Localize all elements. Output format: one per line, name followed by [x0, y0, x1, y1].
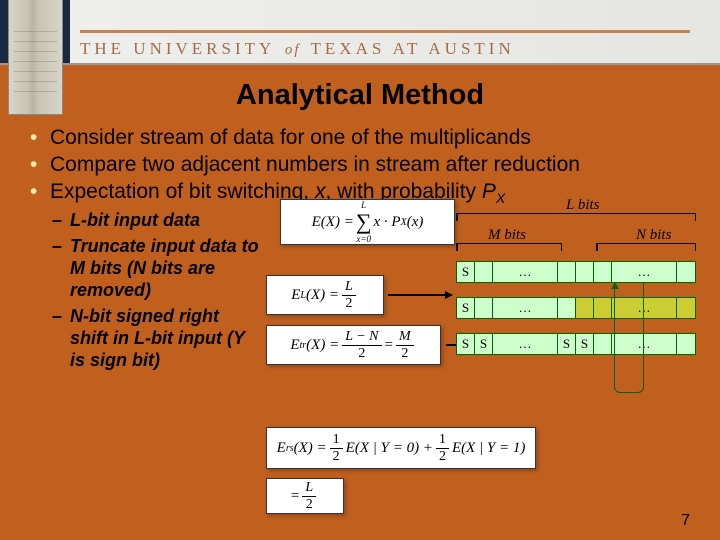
brace-l	[456, 213, 696, 223]
brace-m	[456, 243, 562, 253]
bullet-2: Compare two adjacent numbers in stream a…	[24, 153, 696, 178]
label-n-bits: N bits	[636, 227, 671, 244]
label-m-bits: M bits	[488, 227, 526, 244]
sub-bullet-list: L-bit input data Truncate input data to …	[50, 210, 260, 372]
uni-of: of	[285, 42, 301, 58]
bit-row-3: S S … S S …	[456, 333, 696, 355]
bit-row-2: S … …	[456, 297, 696, 319]
label-l-bits: L bits	[566, 197, 600, 214]
formula-ers-result: = L2	[266, 478, 344, 514]
slide-title: Analytical Method	[24, 79, 696, 112]
formula-el: EL(X) = L2	[266, 275, 384, 315]
uni-part1: THE UNIVERSITY	[80, 39, 275, 58]
university-name: THE UNIVERSITY of TEXAS AT AUSTIN	[80, 30, 690, 59]
formula-expectation: E(X) = ∑Lx=0 x · PX(x)	[280, 199, 455, 245]
uni-part2: TEXAS AT AUSTIN	[311, 39, 515, 58]
page-number: 7	[681, 512, 690, 530]
brace-n	[596, 243, 696, 253]
formula-ers: Ers(X) = 12 E(X | Y = 0) + 12 E(X | Y = …	[266, 427, 536, 469]
sigma-icon: ∑Lx=0	[356, 209, 372, 235]
slide-body: Analytical Method Consider stream of dat…	[0, 65, 720, 540]
bullet-1: Consider stream of data for one of the m…	[24, 126, 696, 151]
sub-3: N-bit signed right shift in L-bit input …	[50, 306, 260, 372]
bit-diagram: L bits M bits N bits S … … S … … S	[456, 197, 700, 397]
header: THE UNIVERSITY of TEXAS AT AUSTIN	[0, 0, 720, 65]
bit-row-1: S … …	[456, 261, 696, 283]
sub-1: L-bit input data	[50, 210, 260, 232]
sub-2: Truncate input data to M bits (N bits ar…	[50, 236, 260, 302]
formula-etr: Etr(X) = L − N2 = M2	[266, 325, 441, 365]
shift-connector	[614, 283, 644, 393]
ut-tower-icon	[8, 0, 63, 115]
arrow-el-to-diagram	[388, 294, 452, 296]
